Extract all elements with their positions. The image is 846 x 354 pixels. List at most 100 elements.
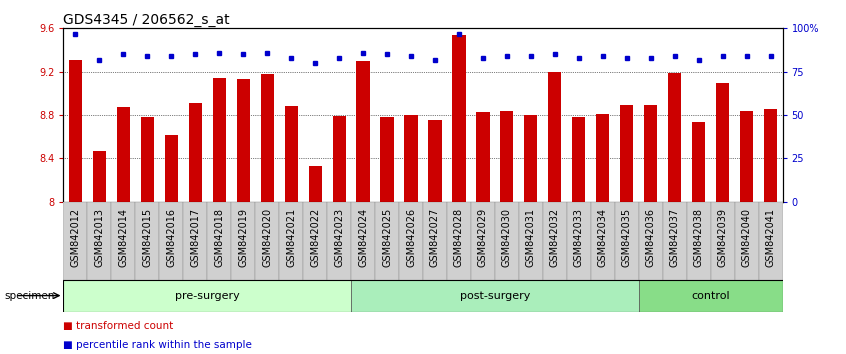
Bar xyxy=(615,202,639,280)
Bar xyxy=(591,202,615,280)
Text: GSM842038: GSM842038 xyxy=(694,208,704,267)
Text: GSM842016: GSM842016 xyxy=(167,208,176,267)
Text: GSM842024: GSM842024 xyxy=(358,208,368,267)
Text: GSM842012: GSM842012 xyxy=(70,208,80,267)
Bar xyxy=(117,108,130,202)
Text: GSM842032: GSM842032 xyxy=(550,208,560,267)
Text: GSM842030: GSM842030 xyxy=(502,208,512,267)
Bar xyxy=(548,72,562,202)
Bar xyxy=(303,202,327,280)
Text: GSM842023: GSM842023 xyxy=(334,208,344,267)
Text: GSM842021: GSM842021 xyxy=(286,208,296,267)
Bar xyxy=(644,105,657,202)
Text: GSM842020: GSM842020 xyxy=(262,208,272,267)
Text: GSM842036: GSM842036 xyxy=(645,208,656,267)
Bar xyxy=(519,202,543,280)
Bar xyxy=(572,117,585,202)
Text: ■ transformed count: ■ transformed count xyxy=(63,321,173,331)
Bar xyxy=(93,151,106,202)
Bar xyxy=(620,105,634,202)
Bar xyxy=(596,114,609,202)
Bar xyxy=(255,202,279,280)
Bar xyxy=(525,115,537,202)
Bar xyxy=(399,202,423,280)
Bar xyxy=(692,121,706,202)
Text: GSM842013: GSM842013 xyxy=(95,208,104,267)
Bar xyxy=(453,35,465,202)
Text: GSM842029: GSM842029 xyxy=(478,208,488,267)
Bar xyxy=(279,202,303,280)
Bar xyxy=(332,116,346,202)
Text: GSM842039: GSM842039 xyxy=(717,208,728,267)
Bar xyxy=(639,280,783,312)
Text: GSM842027: GSM842027 xyxy=(430,208,440,267)
Bar xyxy=(759,202,783,280)
Bar xyxy=(381,117,393,202)
Bar xyxy=(165,135,178,202)
Bar xyxy=(284,106,298,202)
Bar xyxy=(639,202,662,280)
Text: GDS4345 / 206562_s_at: GDS4345 / 206562_s_at xyxy=(63,13,230,27)
Bar xyxy=(112,202,135,280)
Bar xyxy=(734,202,759,280)
Bar xyxy=(351,202,375,280)
Bar xyxy=(140,117,154,202)
Bar xyxy=(159,202,184,280)
Bar xyxy=(63,280,351,312)
Text: specimen: specimen xyxy=(4,291,55,301)
Text: GSM842033: GSM842033 xyxy=(574,208,584,267)
Text: GSM842035: GSM842035 xyxy=(622,208,632,267)
Bar xyxy=(662,202,687,280)
Bar xyxy=(356,61,370,202)
Bar xyxy=(375,202,399,280)
Text: GSM842037: GSM842037 xyxy=(670,208,679,267)
Text: post-surgery: post-surgery xyxy=(459,291,530,301)
Bar xyxy=(231,202,255,280)
Bar xyxy=(237,79,250,202)
Bar xyxy=(87,202,112,280)
Text: GSM842014: GSM842014 xyxy=(118,208,129,267)
Bar xyxy=(327,202,351,280)
Bar xyxy=(428,120,442,202)
Bar xyxy=(740,111,753,202)
Text: GSM842031: GSM842031 xyxy=(526,208,536,267)
Bar xyxy=(189,103,202,202)
Bar xyxy=(63,202,87,280)
Bar xyxy=(261,74,274,202)
Text: GSM842018: GSM842018 xyxy=(214,208,224,267)
Bar xyxy=(447,202,471,280)
Bar xyxy=(471,202,495,280)
Bar xyxy=(69,60,82,202)
Bar xyxy=(716,82,729,202)
Bar xyxy=(668,73,681,202)
Text: ■ percentile rank within the sample: ■ percentile rank within the sample xyxy=(63,341,252,350)
Text: GSM842019: GSM842019 xyxy=(239,208,248,267)
Text: GSM842034: GSM842034 xyxy=(598,208,607,267)
Bar xyxy=(764,109,777,202)
Bar xyxy=(711,202,734,280)
Bar xyxy=(351,280,639,312)
Text: GSM842017: GSM842017 xyxy=(190,208,201,267)
Text: GSM842028: GSM842028 xyxy=(454,208,464,267)
Bar xyxy=(404,115,418,202)
Bar xyxy=(500,111,514,202)
Bar xyxy=(423,202,447,280)
Bar xyxy=(687,202,711,280)
Text: control: control xyxy=(691,291,730,301)
Bar xyxy=(543,202,567,280)
Text: GSM842041: GSM842041 xyxy=(766,208,776,267)
Bar xyxy=(207,202,231,280)
Text: GSM842015: GSM842015 xyxy=(142,208,152,267)
Bar xyxy=(476,112,490,202)
Bar xyxy=(495,202,519,280)
Text: GSM842040: GSM842040 xyxy=(742,208,751,267)
Text: GSM842026: GSM842026 xyxy=(406,208,416,267)
Text: GSM842022: GSM842022 xyxy=(310,208,320,267)
Bar xyxy=(135,202,159,280)
Bar xyxy=(184,202,207,280)
Text: GSM842025: GSM842025 xyxy=(382,208,392,267)
Bar xyxy=(309,166,321,202)
Bar xyxy=(567,202,591,280)
Bar xyxy=(212,78,226,202)
Text: pre-surgery: pre-surgery xyxy=(175,291,239,301)
